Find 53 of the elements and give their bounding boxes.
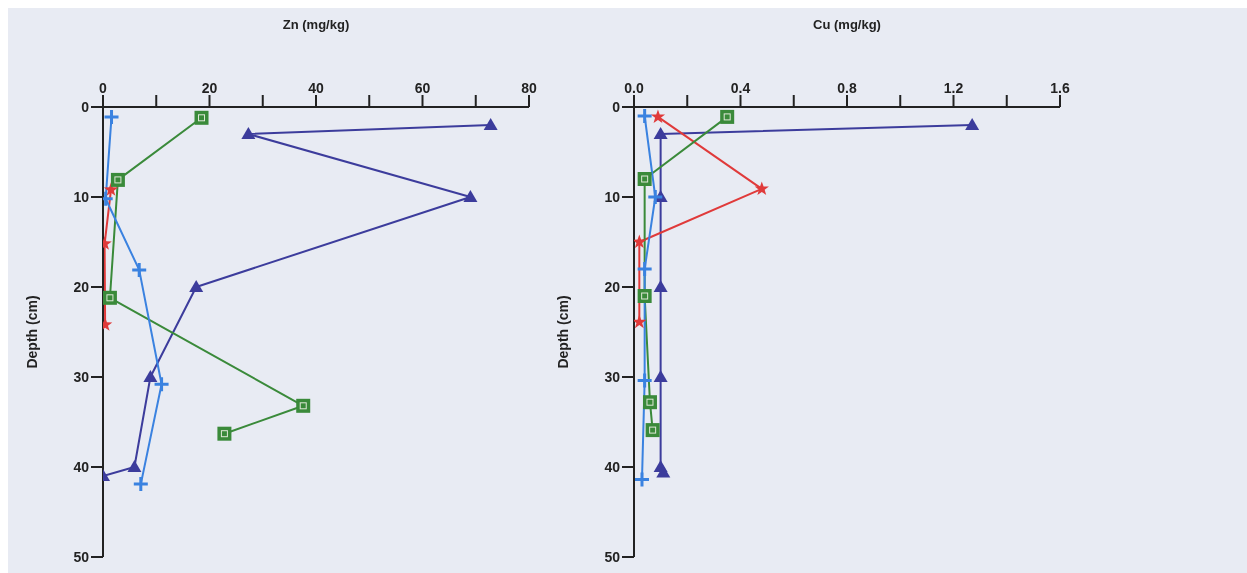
x-tick-label: 0 (99, 80, 108, 96)
y-tick-label: 20 (73, 278, 90, 295)
x-tick-label: 60 (414, 80, 431, 96)
point (634, 234, 647, 249)
y-axis-title: Depth (cm) (554, 295, 571, 369)
point (127, 460, 142, 472)
y-tick-label: 50 (73, 548, 90, 565)
x-tick-label: 0.4 (730, 80, 751, 96)
point (653, 370, 668, 382)
point (153, 375, 171, 393)
point (754, 181, 769, 195)
point (296, 398, 311, 413)
point (653, 127, 668, 139)
x-tick-label: 0.0 (624, 80, 644, 96)
point (636, 372, 654, 390)
point (132, 475, 150, 493)
point (130, 261, 148, 279)
point (650, 109, 666, 123)
point (634, 314, 647, 329)
x-tick-label: 1.6 (1050, 80, 1070, 96)
point (143, 370, 158, 382)
x-tick-label: 80 (521, 80, 537, 96)
y-tick-label: 40 (73, 458, 90, 475)
y-tick-label: 40 (604, 458, 621, 475)
point (965, 118, 980, 130)
point (483, 118, 498, 130)
x-tick-label: 1.2 (943, 80, 964, 96)
y-tick-label: 50 (604, 548, 621, 565)
x-tick-label: 20 (201, 80, 218, 96)
point (189, 280, 204, 292)
point (646, 188, 664, 206)
point (463, 190, 478, 202)
y-tick-label: 0 (81, 98, 90, 115)
point (241, 127, 256, 139)
point (634, 471, 651, 489)
point (194, 110, 209, 125)
point (653, 280, 668, 292)
y-tick-label: 30 (604, 368, 621, 385)
y-axis-title: Depth (cm) (23, 295, 40, 369)
point (656, 465, 671, 478)
y-tick-label: 20 (604, 278, 621, 295)
x-tick-label: 40 (308, 80, 324, 96)
point (636, 260, 654, 278)
point (217, 426, 232, 441)
y-tick-label: 10 (604, 188, 621, 205)
x-axis-title: Cu (mg/kg) (813, 17, 881, 33)
y-tick-label: 30 (73, 368, 90, 385)
x-tick-label: 0.8 (837, 80, 857, 96)
point (103, 108, 121, 126)
y-tick-label: 10 (73, 188, 90, 205)
x-axis-title: Zn (mg/kg) (282, 17, 350, 33)
y-tick-label: 0 (612, 98, 621, 115)
point (636, 107, 654, 125)
